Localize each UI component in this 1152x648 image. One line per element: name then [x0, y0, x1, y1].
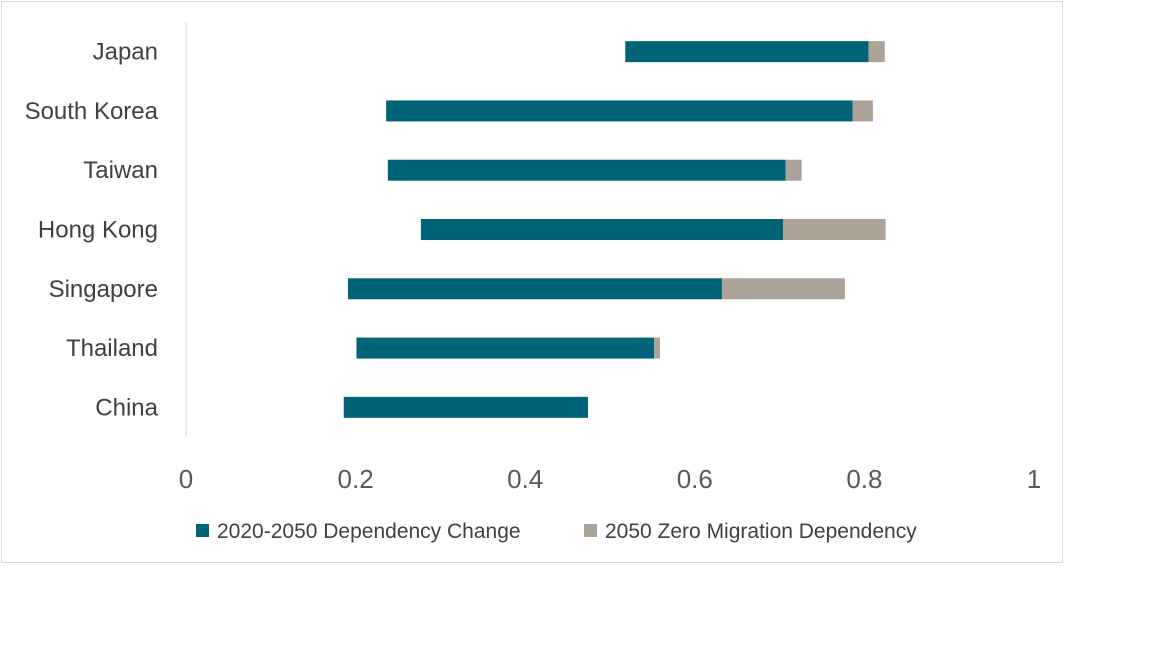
category-label: Taiwan: [83, 157, 158, 184]
legend: 2020-2050 Dependency Change 2050 Zero Mig…: [196, 520, 917, 543]
bar-singapore-series-2: [721, 278, 845, 300]
category-label: Singapore: [49, 276, 158, 303]
bar-hong-kong-series-2: [782, 219, 886, 240]
legend-swatch-2: [584, 524, 597, 537]
x-tick-label: 0.2: [338, 464, 374, 494]
legend-label-2: 2050 Zero Migration Dependency: [605, 520, 917, 543]
category-label: Thailand: [66, 335, 158, 362]
category-label: China: [95, 394, 158, 421]
bar-thailand-series-2: [654, 337, 661, 359]
category-labels: Japan South Korea Taiwan Hong Kong Singapore…: [25, 39, 159, 422]
bar-japan-series-1: [625, 41, 869, 63]
bars: [343, 41, 886, 418]
legend-label-1: 2020-2050 Dependency Change: [217, 520, 521, 543]
category-label: South Korea: [25, 98, 159, 125]
bar-thailand-series-1: [356, 337, 655, 359]
x-tick-label: 0.4: [507, 464, 543, 494]
bar-taiwan-series-2: [785, 159, 802, 181]
x-tick-label: 1: [1027, 464, 1041, 494]
bar-singapore-series-1: [347, 278, 722, 300]
x-tick-label: 0.8: [846, 464, 882, 494]
bar-taiwan-series-1: [387, 159, 786, 181]
x-tick-labels: 0 0.2 0.4 0.6 0.8 1: [179, 464, 1041, 494]
category-label: Hong Kong: [38, 217, 158, 244]
x-tick-label: 0: [179, 464, 193, 494]
bar-japan-series-2: [868, 41, 885, 63]
category-label: Japan: [93, 39, 158, 66]
legend-swatch-1: [196, 524, 209, 537]
bar-south-korea-series-1: [386, 100, 853, 122]
bar-hong-kong-series-1: [420, 219, 783, 240]
bar-south-korea-series-2: [852, 100, 873, 122]
bar-china-series-1: [343, 396, 588, 418]
x-tick-label: 0.6: [677, 464, 713, 494]
